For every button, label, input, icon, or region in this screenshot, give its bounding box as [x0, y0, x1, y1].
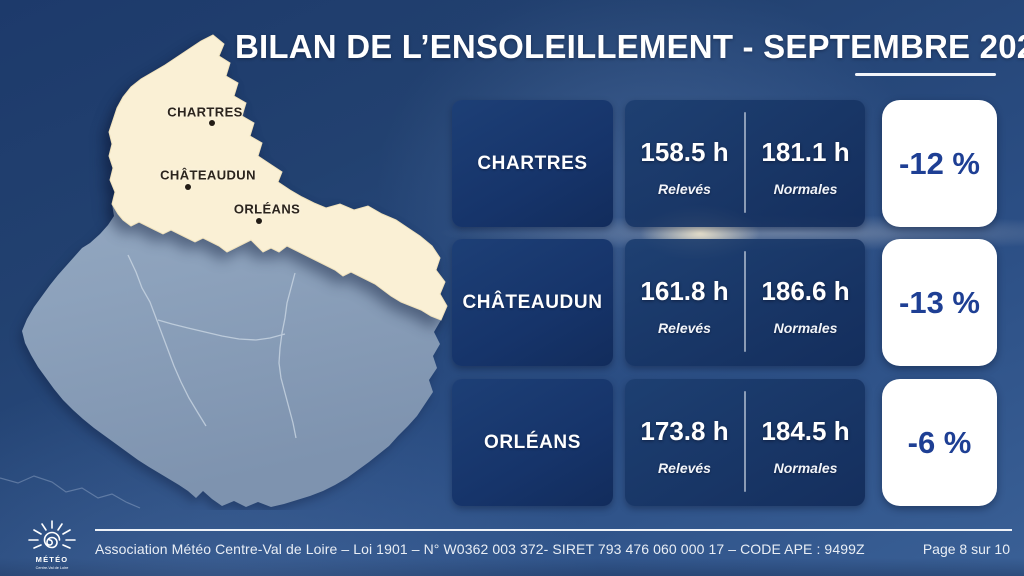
releves-value: 161.8 h [640, 275, 729, 306]
footer-divider [95, 529, 1012, 531]
normales-cell: 186.6 h Normales [746, 239, 865, 366]
delta-card: -13 % [882, 239, 997, 366]
delta-value: -6 % [907, 424, 972, 460]
values-card: 173.8 h Relevés 184.5 h Normales [625, 379, 865, 506]
delta-value: -12 % [899, 145, 980, 181]
releves-label: Relevés [658, 459, 711, 476]
city-name: CHARTRES [477, 152, 588, 174]
normales-value: 186.6 h [761, 275, 850, 306]
logo-name: MÉTÉO [36, 555, 69, 564]
meteo-logo: MÉTÉO Centre-Val de Loire [22, 518, 92, 574]
values-card: 161.8 h Relevés 186.6 h Normales [625, 239, 865, 366]
city-card: ORLÉANS [452, 379, 613, 506]
data-row-chateaudun: CHÂTEAUDUN 161.8 h Relevés 186.6 h Norma… [0, 239, 1024, 366]
normales-cell: 184.5 h Normales [746, 379, 865, 506]
city-name: CHÂTEAUDUN [462, 291, 603, 313]
delta-card: -6 % [882, 379, 997, 506]
city-card: CHÂTEAUDUN [452, 239, 613, 366]
normales-label: Normales [773, 319, 838, 336]
association-info: Association Météo Centre-Val de Loire – … [95, 541, 865, 557]
values-divider [744, 112, 746, 213]
logo-region: Centre-Val de Loire [36, 566, 69, 570]
delta-card: -12 % [882, 100, 997, 227]
releves-value: 173.8 h [640, 415, 729, 446]
city-card: CHARTRES [452, 100, 613, 227]
releves-value: 158.5 h [640, 136, 729, 167]
releves-cell: 173.8 h Relevés [625, 379, 744, 506]
data-row-orleans: ORLÉANS 173.8 h Relevés 184.5 h Normales… [0, 379, 1024, 506]
releves-label: Relevés [658, 319, 711, 336]
normales-label: Normales [773, 180, 838, 197]
values-divider [744, 251, 746, 352]
values-card: 158.5 h Relevés 181.1 h Normales [625, 100, 865, 227]
page-title: BILAN DE L’ENSOLEILLEMENT - SEPTEMBRE 20… [235, 28, 1024, 65]
normales-cell: 181.1 h Normales [746, 100, 865, 227]
normales-value: 181.1 h [761, 136, 850, 167]
values-divider [744, 391, 746, 492]
page-number: Page 8 sur 10 [922, 541, 1010, 557]
title-underline [855, 73, 996, 76]
delta-value: -13 % [899, 284, 980, 320]
releves-cell: 158.5 h Relevés [625, 100, 744, 227]
data-row-chartres: CHARTRES 158.5 h Relevés 181.1 h Normale… [0, 100, 1024, 227]
normales-value: 184.5 h [761, 415, 850, 446]
sun-spiral-icon: MÉTÉO Centre-Val de Loire [28, 520, 76, 570]
normales-label: Normales [773, 459, 838, 476]
releves-label: Relevés [658, 180, 711, 197]
releves-cell: 161.8 h Relevés [625, 239, 744, 366]
city-name: ORLÉANS [483, 431, 582, 453]
